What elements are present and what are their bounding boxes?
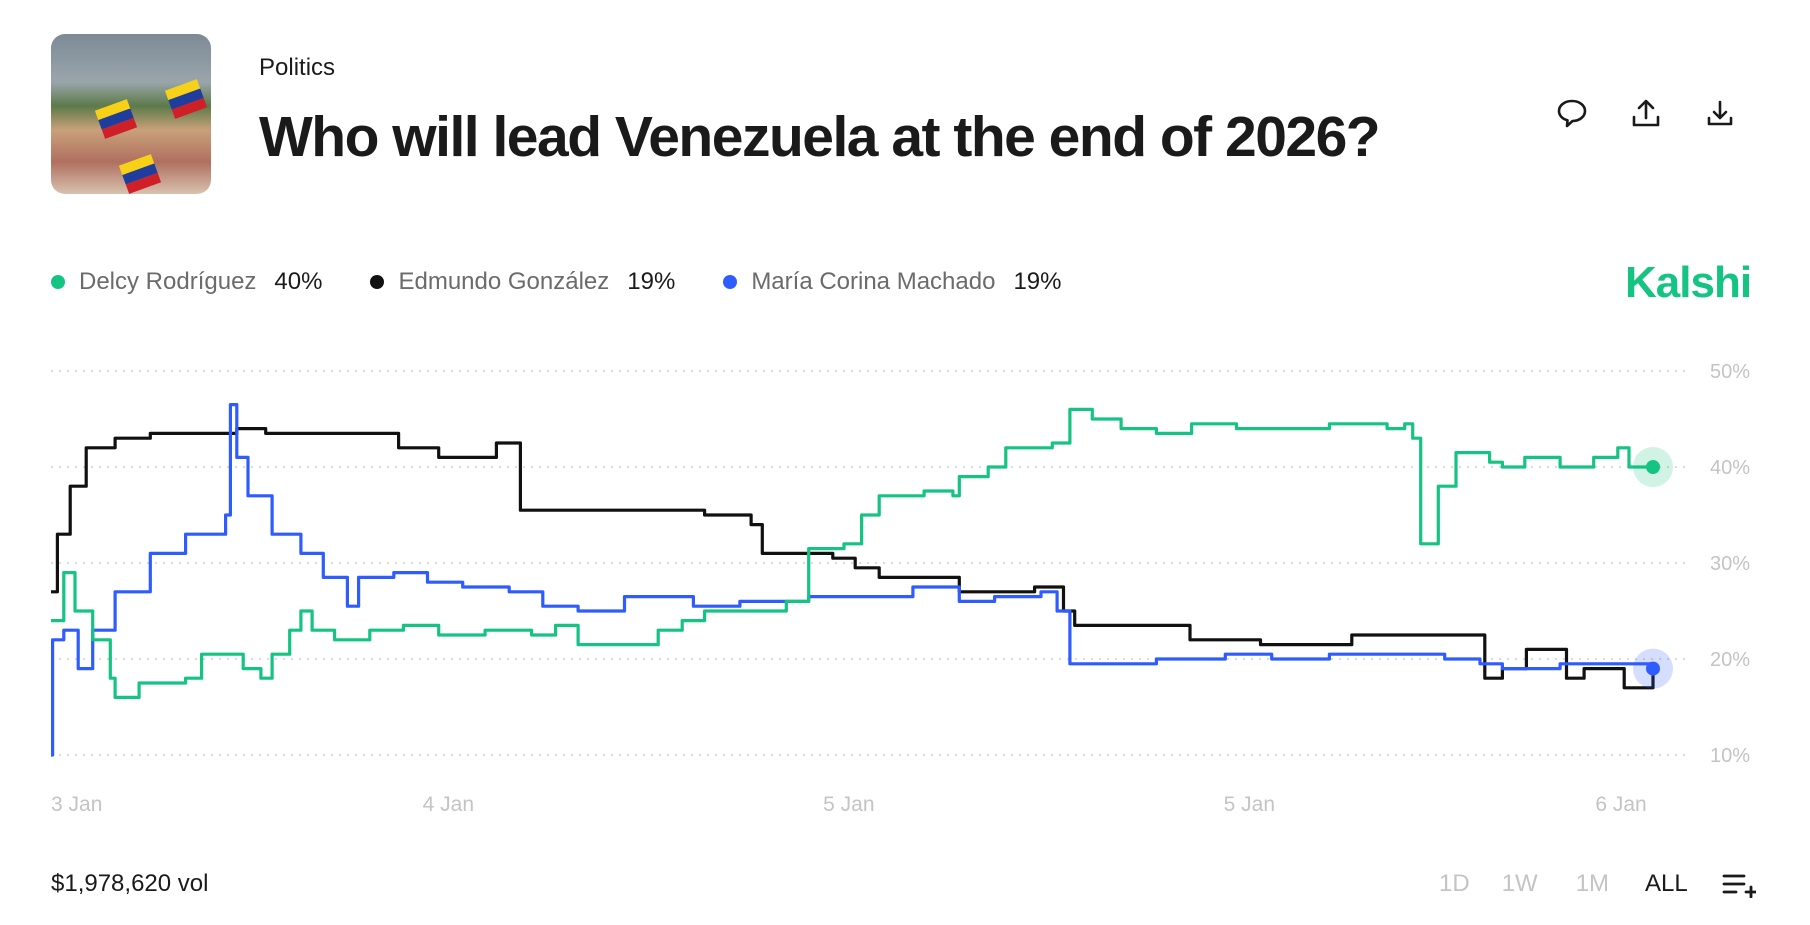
legend-name: Delcy Rodríguez <box>79 268 257 295</box>
legend-dot <box>723 275 738 289</box>
y-tick-label: 40% <box>1710 457 1750 479</box>
chart-legend: Delcy Rodríguez 40% Edmundo González 19%… <box>51 268 1109 296</box>
range-selector: 1D 1W 1M ALL <box>1439 870 1688 898</box>
download-icon[interactable] <box>1703 96 1737 130</box>
legend-value: 40% <box>274 268 323 295</box>
range-1d[interactable]: 1D <box>1439 870 1470 897</box>
market-image <box>51 34 211 194</box>
endpoint-marker <box>1646 460 1660 474</box>
y-tick-label: 30% <box>1710 553 1750 575</box>
legend-item-delcy[interactable]: Delcy Rodríguez 40% <box>51 268 322 296</box>
add-to-list-icon[interactable] <box>1722 872 1758 899</box>
volume-label: $1,978,620 vol <box>51 870 209 897</box>
x-tick-label: 4 Jan <box>423 793 474 816</box>
series-line-mar-a-corina-machado <box>51 403 1655 757</box>
y-tick-label: 20% <box>1710 649 1750 671</box>
series-line-edmundo-gonz-lez <box>51 427 1655 690</box>
legend-value: 19% <box>1013 268 1062 295</box>
kalshi-logo: Kalshi <box>1625 258 1752 307</box>
legend-item-maria[interactable]: María Corina Machado 19% <box>723 268 1061 296</box>
legend-value: 19% <box>627 268 676 295</box>
header-actions <box>1555 96 1737 130</box>
range-all[interactable]: ALL <box>1645 870 1688 897</box>
range-1w[interactable]: 1W <box>1501 870 1538 897</box>
series-line-delcy-rodr-guez <box>51 407 1653 699</box>
y-tick-label: 10% <box>1710 745 1750 767</box>
category-label[interactable]: Politics <box>259 54 336 81</box>
share-icon[interactable] <box>1629 96 1663 130</box>
y-tick-label: 50% <box>1710 361 1750 383</box>
endpoint-marker <box>1646 661 1660 676</box>
range-1m[interactable]: 1M <box>1575 870 1610 897</box>
page-title: Who will lead Venezuela at the end of 20… <box>259 105 1381 169</box>
legend-name: María Corina Machado <box>751 268 996 295</box>
x-tick-label: 5 Jan <box>823 793 874 816</box>
legend-dot <box>51 275 65 289</box>
legend-dot <box>370 275 385 289</box>
legend-name: Edmundo González <box>398 268 610 295</box>
x-tick-label: 6 Jan <box>1595 793 1646 816</box>
comment-icon[interactable] <box>1555 96 1589 130</box>
x-tick-label: 5 Jan <box>1224 793 1275 816</box>
legend-item-edmundo[interactable]: Edmundo González 19% <box>370 268 675 296</box>
x-tick-label: 3 Jan <box>51 793 102 816</box>
